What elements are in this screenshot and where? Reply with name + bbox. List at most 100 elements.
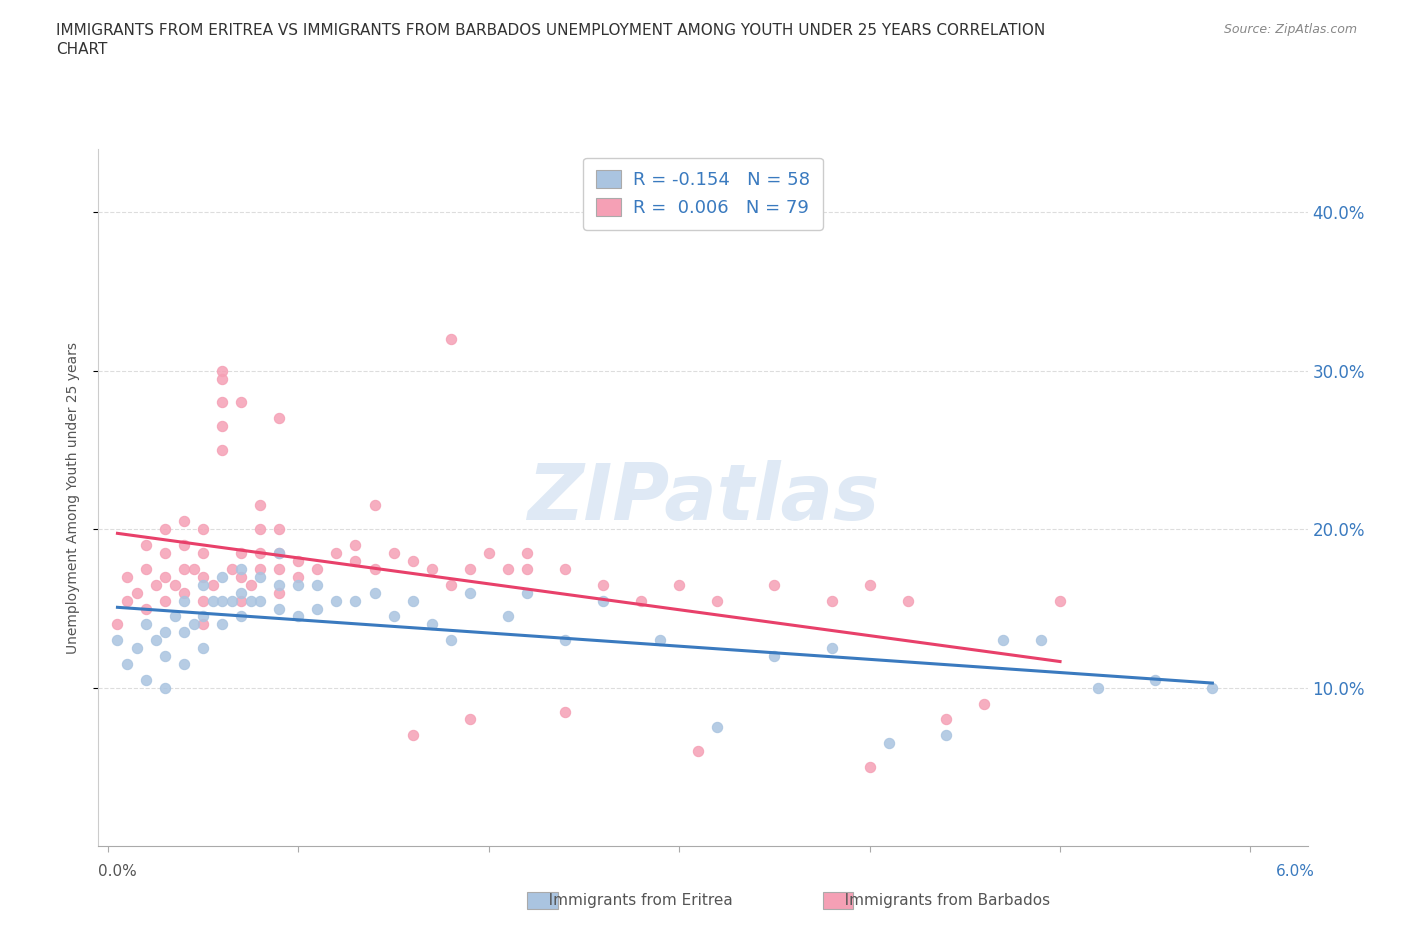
Point xyxy=(231,569,253,584)
Point xyxy=(269,601,291,616)
Point xyxy=(1049,593,1071,608)
Point xyxy=(496,609,519,624)
Point xyxy=(820,641,842,656)
Point xyxy=(1144,672,1167,687)
Point xyxy=(554,632,576,647)
Point xyxy=(554,562,576,577)
Point xyxy=(820,593,842,608)
Point xyxy=(269,411,291,426)
Point xyxy=(231,593,253,608)
Point xyxy=(249,562,271,577)
Point xyxy=(107,632,129,647)
Point xyxy=(211,443,233,458)
Point xyxy=(269,546,291,561)
Point xyxy=(420,617,443,631)
Point xyxy=(191,617,214,631)
Point xyxy=(191,609,214,624)
Point xyxy=(401,593,423,608)
Point xyxy=(191,641,214,656)
Point xyxy=(763,578,786,592)
Text: CHART: CHART xyxy=(56,42,108,57)
Text: Immigrants from Barbados: Immigrants from Barbados xyxy=(830,893,1050,908)
Point xyxy=(991,632,1014,647)
Point xyxy=(363,585,385,600)
Point xyxy=(231,609,253,624)
Point xyxy=(211,364,233,379)
Point xyxy=(650,632,672,647)
Point xyxy=(211,593,233,608)
Point xyxy=(496,562,519,577)
Point xyxy=(173,514,195,529)
Point xyxy=(420,562,443,577)
Point xyxy=(401,553,423,568)
Point xyxy=(363,562,385,577)
Point xyxy=(145,632,167,647)
Point xyxy=(183,617,205,631)
Point xyxy=(191,593,214,608)
Point xyxy=(115,657,138,671)
Point xyxy=(211,395,233,410)
Point xyxy=(1029,632,1052,647)
Point xyxy=(688,744,710,759)
Point xyxy=(382,609,405,624)
Point xyxy=(269,546,291,561)
Point xyxy=(221,593,243,608)
Point xyxy=(163,609,186,624)
Point xyxy=(153,569,176,584)
Point xyxy=(135,672,157,687)
Point xyxy=(163,578,186,592)
Point xyxy=(269,522,291,537)
Point xyxy=(135,601,157,616)
Point xyxy=(516,585,538,600)
Point xyxy=(344,538,367,552)
Point xyxy=(307,578,329,592)
Point xyxy=(382,546,405,561)
Point xyxy=(706,720,728,735)
Point xyxy=(287,569,309,584)
Point xyxy=(554,704,576,719)
Point xyxy=(440,332,463,347)
Point xyxy=(325,546,347,561)
Point xyxy=(516,562,538,577)
Y-axis label: Unemployment Among Youth under 25 years: Unemployment Among Youth under 25 years xyxy=(66,341,80,654)
Point xyxy=(859,578,882,592)
Point xyxy=(211,617,233,631)
Point xyxy=(307,601,329,616)
Point xyxy=(859,760,882,775)
Point xyxy=(153,648,176,663)
Point xyxy=(239,578,262,592)
Point xyxy=(269,562,291,577)
Point xyxy=(173,562,195,577)
Point xyxy=(107,617,129,631)
Point xyxy=(153,546,176,561)
Point xyxy=(135,617,157,631)
Point xyxy=(269,578,291,592)
Point xyxy=(458,712,481,727)
Point xyxy=(125,585,148,600)
Point xyxy=(135,538,157,552)
Point xyxy=(516,546,538,561)
Point xyxy=(135,562,157,577)
Point xyxy=(592,578,614,592)
Point xyxy=(153,593,176,608)
Point xyxy=(401,728,423,743)
Point xyxy=(307,562,329,577)
Point xyxy=(221,562,243,577)
Point xyxy=(183,562,205,577)
Point xyxy=(249,569,271,584)
Text: Source: ZipAtlas.com: Source: ZipAtlas.com xyxy=(1223,23,1357,36)
Text: 6.0%: 6.0% xyxy=(1275,864,1315,879)
Point xyxy=(173,625,195,640)
Point xyxy=(935,712,957,727)
Point xyxy=(877,736,900,751)
Point xyxy=(115,593,138,608)
Point xyxy=(153,625,176,640)
Point xyxy=(201,593,224,608)
Point xyxy=(592,593,614,608)
Point xyxy=(191,546,214,561)
Point xyxy=(1201,681,1223,696)
Point xyxy=(231,395,253,410)
Point xyxy=(706,593,728,608)
Point xyxy=(249,522,271,537)
Point xyxy=(1087,681,1109,696)
